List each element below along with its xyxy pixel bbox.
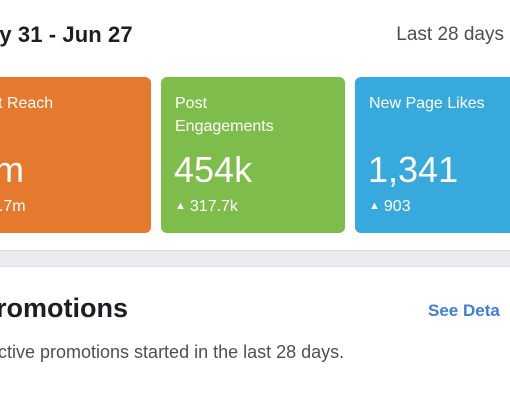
post-engagements-delta: ▲ 317.7k [175,197,238,218]
insights-header: ay 31 - Jun 27 Last 28 days [0,0,510,70]
new-page-likes-delta-value: 903 [383,198,411,215]
post-engagements-value: 454k [174,149,253,190]
new-page-likes-card[interactable]: New Page Likes 1,341 ▲ 903 [355,77,510,233]
period-selector[interactable]: Last 28 days [396,24,504,45]
post-engagements-label-line1: Post [175,95,208,112]
promotions-description: ctive promotions started in the last 28 … [0,342,345,362]
section-divider [0,250,510,267]
post-engagements-label: Post Engagements [175,92,274,138]
date-range: ay 31 - Jun 27 [0,22,133,47]
promotions-section: romotions See Deta ctive promotions star… [0,267,510,400]
post-engagements-card[interactable]: Post Engagements 454k ▲ 317.7k [161,77,345,233]
promotions-title: romotions [0,293,128,323]
new-page-likes-value: 1,341 [368,149,459,190]
post-engagements-label-line2: Engagements [175,118,274,135]
post-reach-delta-value: 1.7m [0,198,26,215]
post-reach-value: m [0,149,24,190]
post-reach-card[interactable]: st Reach m 1.7m [0,77,151,233]
post-reach-delta: 1.7m [0,197,26,217]
post-engagements-delta-value: 317.7k [189,198,238,215]
up-arrow-icon: ▲ [175,200,186,212]
post-reach-label: st Reach [0,95,54,112]
see-details-link[interactable]: See Deta [428,301,500,320]
new-page-likes-label: New Page Likes [369,95,485,112]
new-page-likes-delta: ▲ 903 [369,197,411,218]
up-arrow-icon: ▲ [369,200,380,212]
metric-cards: st Reach m 1.7m Post Engagements 454k ▲3… [0,77,510,233]
